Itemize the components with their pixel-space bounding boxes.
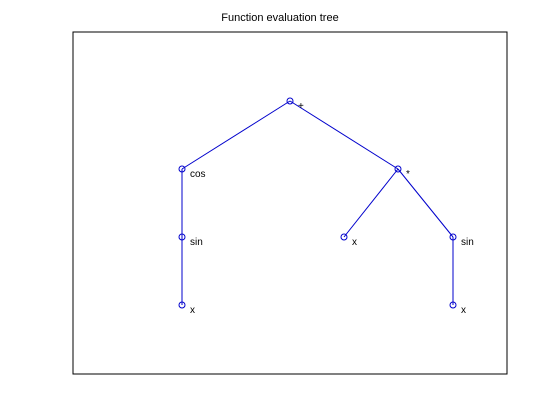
edge-root-mul bbox=[289, 100, 399, 170]
edge-root-cos bbox=[181, 100, 291, 170]
node-label-mul: * bbox=[406, 169, 410, 180]
tree-edges bbox=[181, 100, 454, 305]
node-label-sin1: sin bbox=[190, 237, 203, 248]
node-label-x1: x bbox=[190, 305, 195, 316]
node-marker-x1 bbox=[178, 301, 186, 309]
node-marker-sin2 bbox=[449, 233, 457, 241]
node-label-root: + bbox=[298, 101, 304, 112]
figure-title: Function evaluation tree bbox=[221, 12, 339, 24]
node-label-cos: cos bbox=[190, 169, 206, 180]
node-marker-mul bbox=[394, 165, 402, 173]
node-marker-root bbox=[286, 97, 294, 105]
node-label-x2: x bbox=[352, 237, 357, 248]
node-marker-cos bbox=[178, 165, 186, 173]
node-label-sin2: sin bbox=[461, 237, 474, 248]
node-marker-x2 bbox=[340, 233, 348, 241]
node-label-x3: x bbox=[461, 305, 466, 316]
tree-nodes: + cos * sin x x sin x bbox=[178, 97, 474, 316]
node-marker-sin1 bbox=[178, 233, 186, 241]
edge-mul-x2 bbox=[343, 168, 399, 238]
plot-frame bbox=[72, 31, 508, 375]
edge-mul-sin2 bbox=[397, 168, 454, 238]
node-marker-x3 bbox=[449, 301, 457, 309]
